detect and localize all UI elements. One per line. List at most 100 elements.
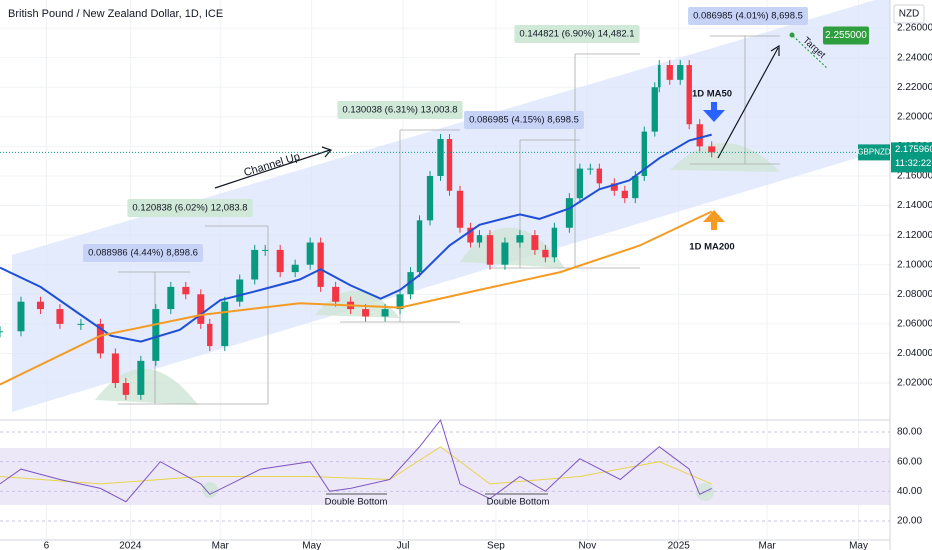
candle	[0, 331, 3, 333]
candle	[587, 168, 594, 170]
candle	[182, 286, 190, 295]
candle	[456, 190, 464, 228]
price-tag	[891, 142, 932, 173]
y-tick-label: 2.200000	[897, 111, 932, 122]
candle	[137, 360, 145, 395]
candle	[426, 175, 434, 221]
candle	[197, 294, 205, 324]
candle	[565, 198, 573, 228]
candle	[467, 227, 474, 243]
y-tick-label: 2.120000	[897, 230, 932, 241]
candle	[551, 227, 558, 258]
candle	[96, 323, 104, 354]
measure-box	[514, 25, 640, 43]
measure-label: 0.086985 (4.15%) 8,698.5	[469, 115, 579, 126]
measure-lines	[118, 35, 780, 495]
candle	[407, 272, 414, 295]
ma-line	[0, 210, 713, 386]
candle	[251, 249, 259, 280]
measure-label: 0.120838 (6.02%) 12,083.8	[132, 203, 247, 214]
symbol-box	[858, 144, 890, 161]
candle	[632, 175, 639, 199]
candle	[236, 279, 244, 302]
ma-label: 1D MA200	[689, 242, 734, 253]
candle	[291, 264, 299, 273]
y-tick-label: 2.040000	[897, 348, 932, 359]
rsi-tick-label: 20.00	[897, 516, 922, 527]
candle	[666, 65, 673, 80]
x-tick-label: May	[302, 541, 321, 550]
arrows	[214, 35, 828, 189]
candle	[641, 131, 647, 176]
y-tick-label: 2.260000	[897, 23, 932, 34]
candle	[276, 249, 284, 273]
candle	[486, 235, 494, 265]
measure-box	[127, 199, 253, 217]
candle	[696, 124, 703, 147]
candle	[610, 183, 618, 191]
pattern-label: Double Bottom	[487, 497, 550, 508]
candle	[576, 168, 583, 199]
candle	[122, 383, 130, 395]
candle	[501, 242, 509, 265]
y-tick-label: 2.220000	[897, 82, 932, 93]
channel	[12, 0, 890, 412]
x-tick-label: 6	[44, 541, 50, 550]
candle	[621, 190, 628, 199]
candle	[708, 146, 716, 153]
candle	[221, 301, 229, 347]
candle	[207, 323, 213, 347]
candle	[416, 220, 423, 273]
candle	[167, 286, 175, 310]
x-tick-label: Jul	[397, 541, 410, 550]
measure-label: 0.088986 (4.44%) 8,898.6	[88, 248, 198, 259]
candle	[262, 249, 269, 251]
measure-box	[688, 7, 808, 25]
measure-box	[337, 101, 463, 119]
x-tick-label: May	[849, 541, 868, 550]
ma-label: 1D MA50	[692, 89, 732, 100]
target-box	[823, 26, 869, 45]
candle	[657, 65, 661, 88]
candle	[437, 139, 444, 176]
candle	[152, 309, 160, 361]
candle	[317, 242, 324, 287]
y-tick-label: 2.240000	[897, 52, 932, 63]
measure-label: 0.144821 (6.90%) 14,482.1	[519, 29, 634, 40]
measure-box	[83, 244, 203, 262]
currency-box	[893, 4, 925, 24]
price-tag-label: 2.175960	[895, 144, 932, 155]
candle	[686, 65, 692, 125]
rsi-line	[0, 419, 712, 503]
rsi-ma-line	[0, 446, 712, 485]
symbol-label: GBPNZD	[857, 147, 891, 156]
candle	[516, 235, 524, 243]
candle	[56, 309, 64, 324]
candle	[531, 235, 539, 250]
ma200-arrow	[703, 210, 725, 230]
x-tick-label: 2025	[668, 541, 691, 550]
candle	[362, 309, 370, 317]
x-tick-label: Nov	[578, 541, 596, 550]
rsi-tick-label: 40.00	[897, 486, 922, 497]
y-tick-label: 2.140000	[897, 200, 932, 211]
y-tick-label: 2.100000	[897, 259, 932, 270]
x-tick-label: Mar	[212, 541, 230, 550]
measure-box	[464, 111, 584, 129]
measure-label: 0.086985 (4.01%) 8,698.5	[693, 11, 803, 22]
candle	[446, 139, 453, 191]
ma-line	[0, 133, 712, 343]
candle	[396, 294, 404, 310]
x-tick-label: 2024	[119, 541, 142, 550]
candle	[542, 249, 549, 258]
candle	[77, 323, 85, 325]
candle	[332, 286, 340, 302]
pattern-label: Double Bottom	[325, 497, 388, 508]
rsi-tick-label: 80.00	[897, 427, 922, 438]
countdown: 11:32:22	[895, 158, 931, 169]
chart-title: British Pound / New Zealand Dollar, 1D, …	[8, 8, 223, 20]
rsi-band	[0, 448, 890, 505]
ma50-arrow	[703, 102, 725, 122]
candle	[651, 87, 658, 132]
